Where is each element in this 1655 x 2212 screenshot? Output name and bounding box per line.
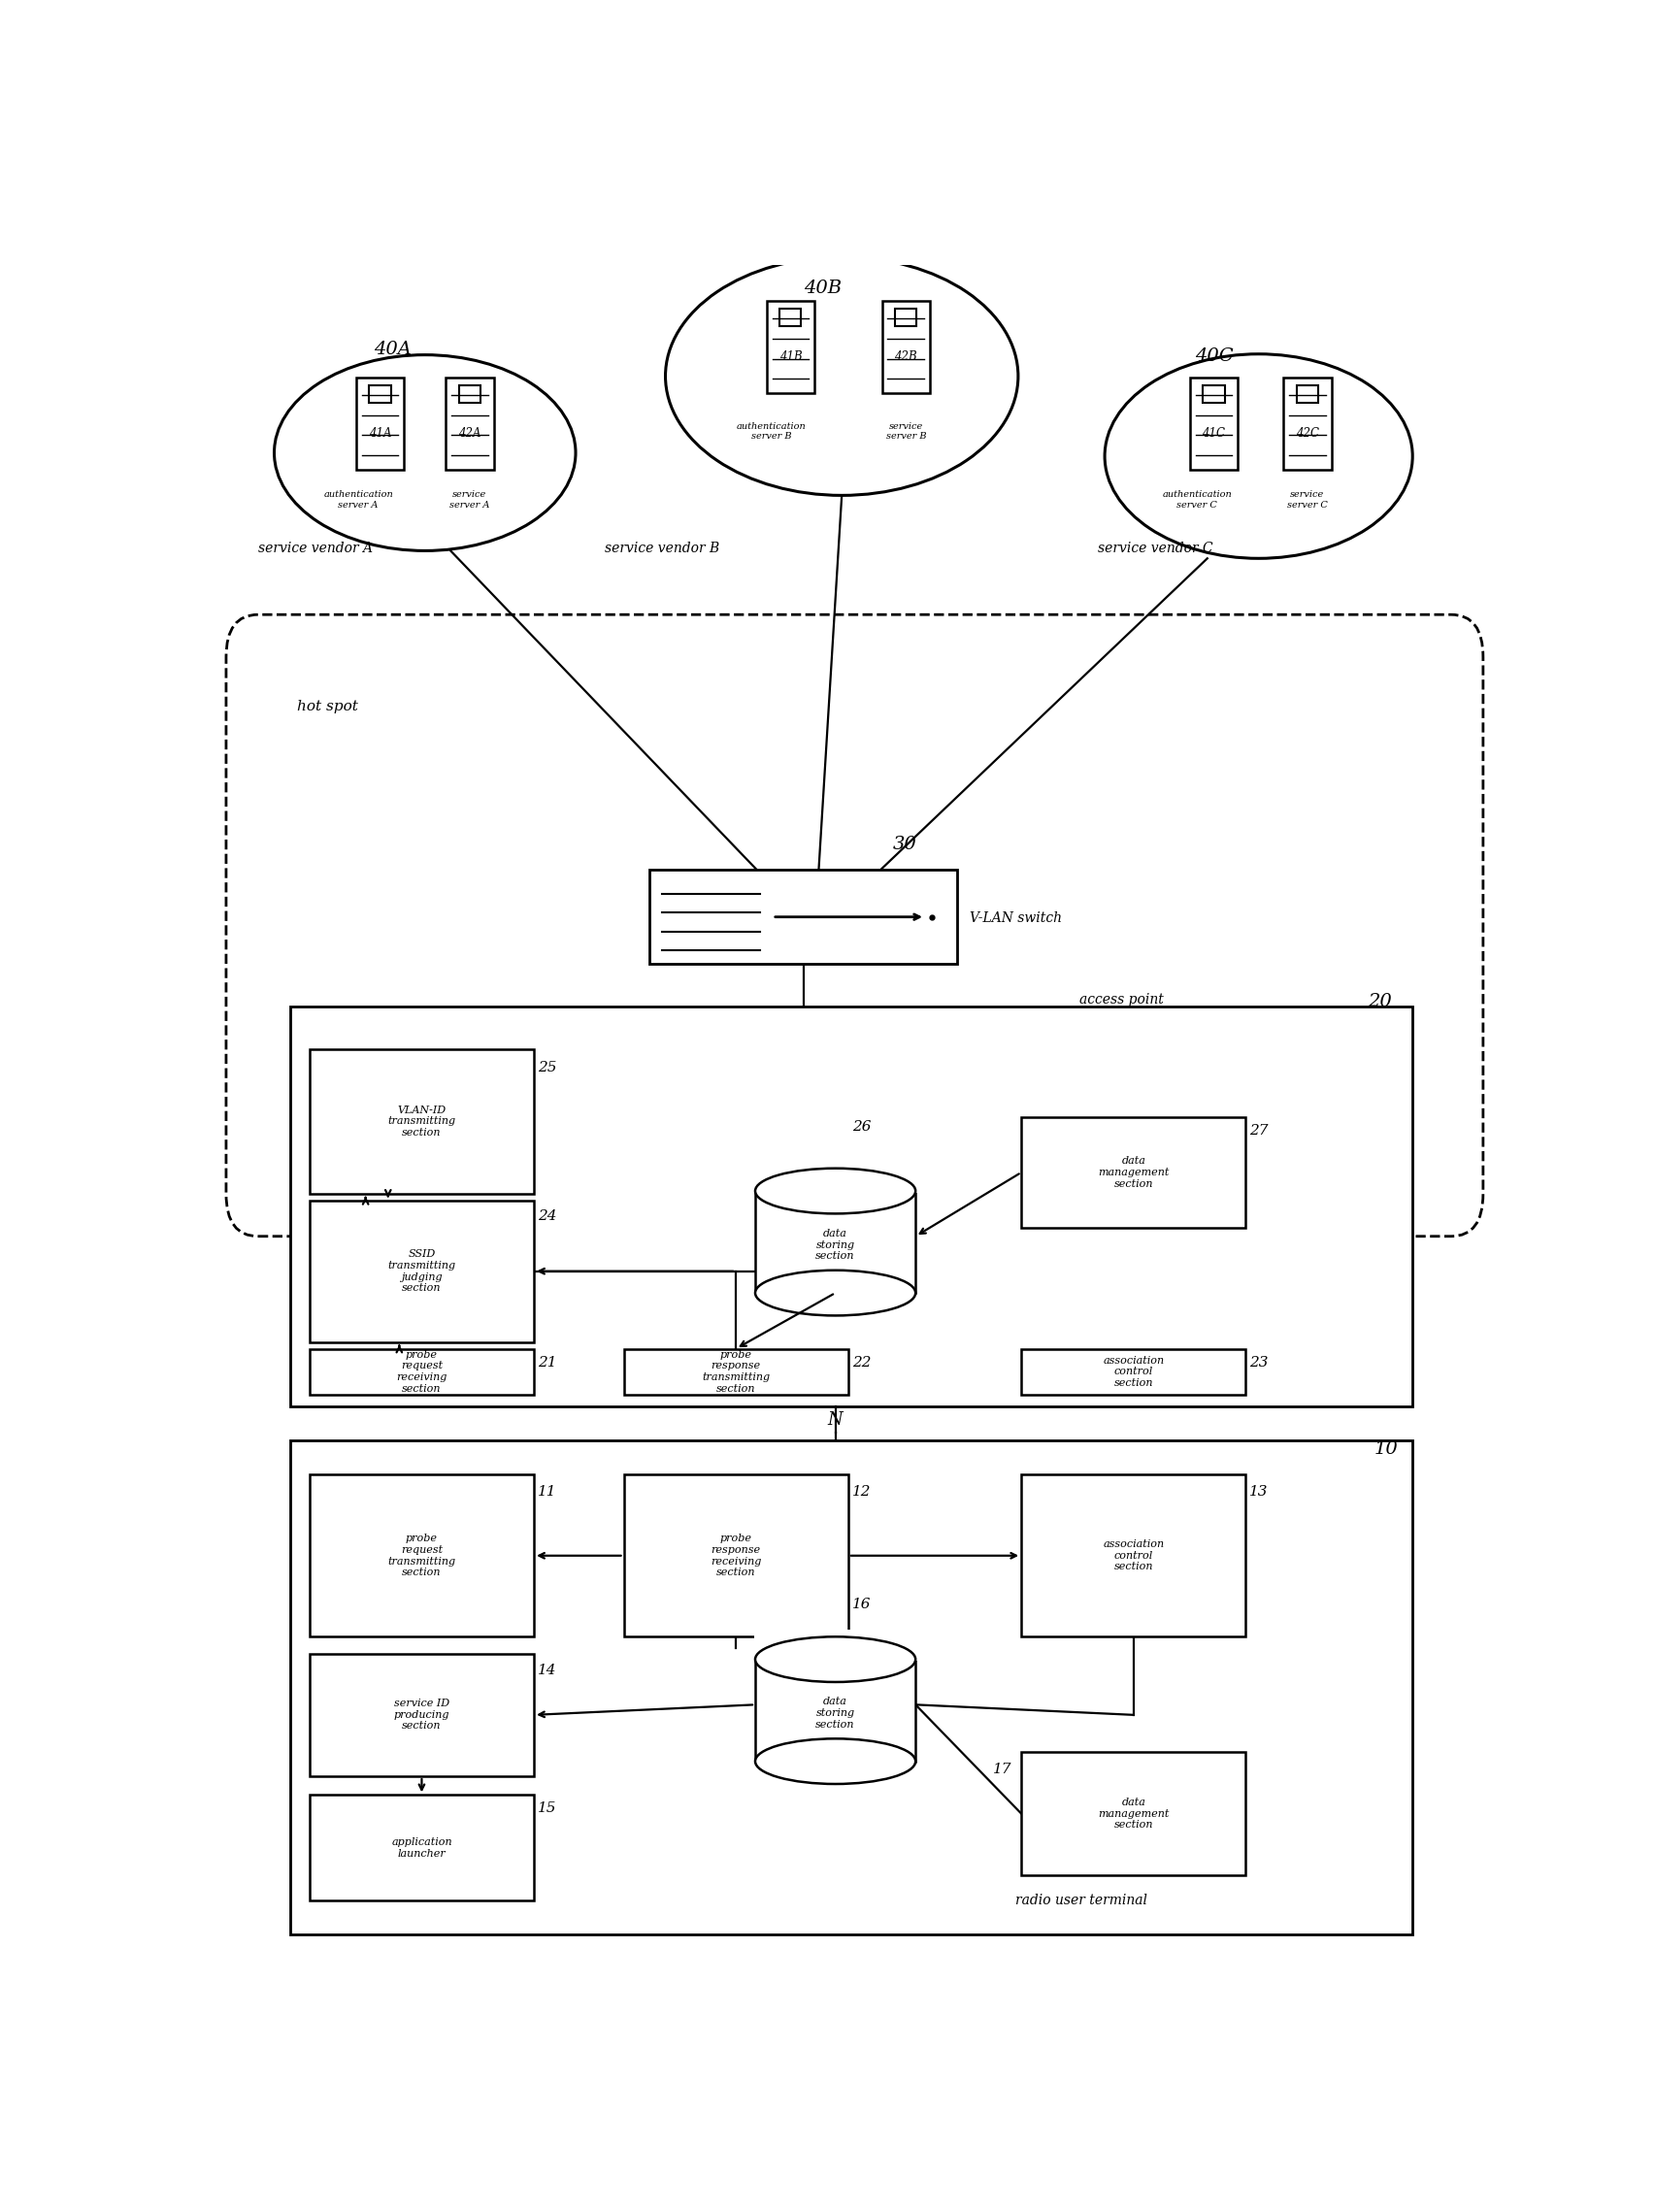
Text: probe
response
transmitting
section: probe response transmitting section bbox=[702, 1349, 770, 1394]
Text: 42C: 42C bbox=[1296, 427, 1319, 440]
Text: service vendor C: service vendor C bbox=[1099, 542, 1213, 555]
Bar bbox=[755, 1630, 917, 1661]
Ellipse shape bbox=[275, 354, 576, 551]
Text: 10: 10 bbox=[1374, 1440, 1398, 1458]
Ellipse shape bbox=[755, 1739, 915, 1783]
Text: 30: 30 bbox=[894, 836, 917, 854]
Ellipse shape bbox=[1104, 354, 1413, 557]
Text: 42B: 42B bbox=[894, 352, 917, 363]
Text: association
control
section: association control section bbox=[1102, 1540, 1163, 1573]
Text: authentication
server C: authentication server C bbox=[1162, 491, 1231, 509]
Text: 17: 17 bbox=[993, 1763, 1013, 1776]
Bar bbox=[780, 307, 801, 327]
Text: access point: access point bbox=[1079, 993, 1163, 1006]
Text: probe
request
receiving
section: probe request receiving section bbox=[396, 1349, 447, 1394]
Bar bbox=[624, 1475, 849, 1637]
Text: 11: 11 bbox=[538, 1484, 556, 1498]
Text: 21: 21 bbox=[538, 1356, 556, 1369]
Text: 41B: 41B bbox=[780, 352, 803, 363]
Bar bbox=[369, 385, 391, 403]
Bar bbox=[755, 1161, 917, 1192]
Text: data
management
section: data management section bbox=[1097, 1798, 1168, 1829]
Text: probe
response
receiving
section: probe response receiving section bbox=[710, 1533, 761, 1577]
Text: 22: 22 bbox=[852, 1356, 871, 1369]
Bar bbox=[882, 301, 930, 394]
Text: probe
request
transmitting
section: probe request transmitting section bbox=[387, 1533, 455, 1577]
Bar bbox=[1021, 1117, 1246, 1228]
Bar bbox=[309, 1794, 535, 1900]
Text: data
storing
section: data storing section bbox=[816, 1697, 856, 1730]
Text: 12: 12 bbox=[852, 1484, 871, 1498]
Text: service vendor A: service vendor A bbox=[258, 542, 372, 555]
Text: association
control
section: association control section bbox=[1102, 1356, 1163, 1387]
Bar bbox=[624, 1349, 849, 1396]
Text: application
launcher: application launcher bbox=[391, 1838, 452, 1858]
Bar bbox=[1296, 385, 1317, 403]
Text: 13: 13 bbox=[1250, 1484, 1269, 1498]
Text: 23: 23 bbox=[1250, 1356, 1269, 1369]
Ellipse shape bbox=[665, 257, 1018, 495]
Text: 41C: 41C bbox=[1202, 427, 1225, 440]
Bar bbox=[356, 378, 404, 469]
Bar bbox=[309, 1475, 535, 1637]
Text: 40B: 40B bbox=[803, 279, 841, 296]
Text: 20: 20 bbox=[1367, 993, 1392, 1011]
Bar bbox=[309, 1048, 535, 1194]
Bar bbox=[1190, 378, 1238, 469]
Text: 15: 15 bbox=[538, 1803, 556, 1816]
Bar bbox=[309, 1349, 535, 1396]
FancyBboxPatch shape bbox=[227, 615, 1483, 1237]
Text: V-LAN switch: V-LAN switch bbox=[970, 911, 1063, 925]
Bar bbox=[1021, 1475, 1246, 1637]
Ellipse shape bbox=[755, 1270, 915, 1316]
Bar bbox=[755, 1659, 915, 1761]
Text: 26: 26 bbox=[852, 1121, 871, 1135]
Text: authentication
server A: authentication server A bbox=[323, 491, 392, 509]
Bar bbox=[290, 1006, 1413, 1407]
Text: hot spot: hot spot bbox=[296, 699, 357, 712]
Text: 16: 16 bbox=[852, 1597, 871, 1610]
Text: authentication
server B: authentication server B bbox=[736, 422, 806, 440]
Bar bbox=[895, 307, 917, 327]
Bar bbox=[458, 385, 480, 403]
Bar bbox=[1203, 385, 1225, 403]
Ellipse shape bbox=[755, 1637, 915, 1681]
Text: 42A: 42A bbox=[458, 427, 482, 440]
Text: service
server A: service server A bbox=[450, 491, 490, 509]
Bar bbox=[766, 301, 814, 394]
Text: 40A: 40A bbox=[374, 341, 412, 358]
Ellipse shape bbox=[755, 1168, 915, 1214]
Text: 14: 14 bbox=[538, 1663, 556, 1677]
Text: service ID
producing
section: service ID producing section bbox=[394, 1699, 450, 1732]
Text: data
management
section: data management section bbox=[1097, 1157, 1168, 1188]
Text: service vendor B: service vendor B bbox=[604, 542, 720, 555]
Text: 40C: 40C bbox=[1195, 347, 1233, 365]
Bar bbox=[309, 1655, 535, 1776]
Text: 27: 27 bbox=[1250, 1124, 1269, 1137]
Text: 41A: 41A bbox=[369, 427, 392, 440]
Bar bbox=[755, 1190, 915, 1294]
Text: service
server C: service server C bbox=[1288, 491, 1327, 509]
Text: data
storing
section: data storing section bbox=[816, 1228, 856, 1261]
Bar bbox=[1021, 1752, 1246, 1876]
Text: radio user terminal: radio user terminal bbox=[1015, 1893, 1147, 1907]
Bar bbox=[1283, 378, 1331, 469]
Text: VLAN-ID
transmitting
section: VLAN-ID transmitting section bbox=[387, 1106, 455, 1137]
Bar bbox=[309, 1201, 535, 1343]
Text: SSID
transmitting
judging
section: SSID transmitting judging section bbox=[387, 1250, 455, 1294]
Text: 24: 24 bbox=[538, 1210, 556, 1223]
Text: service
server B: service server B bbox=[885, 422, 927, 440]
Bar bbox=[1021, 1349, 1246, 1396]
Bar bbox=[445, 378, 493, 469]
Text: N: N bbox=[828, 1411, 842, 1429]
Bar bbox=[290, 1440, 1413, 1936]
Bar bbox=[649, 869, 957, 964]
Text: 25: 25 bbox=[538, 1062, 556, 1075]
